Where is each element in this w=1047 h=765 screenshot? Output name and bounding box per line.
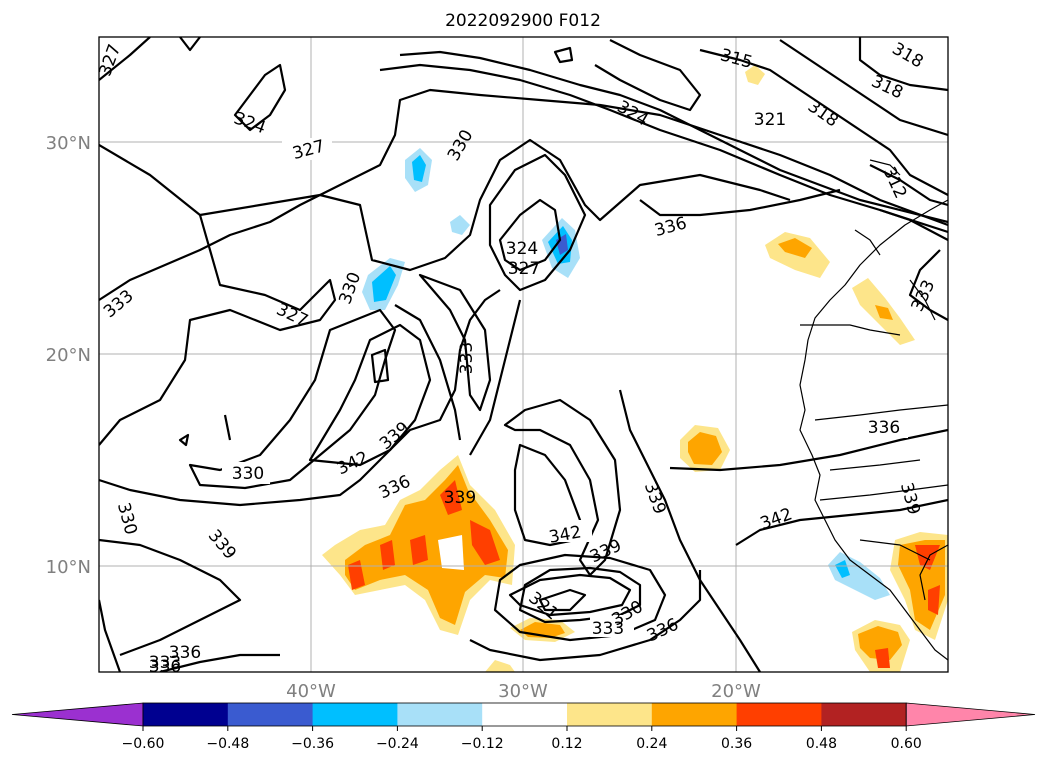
contour-label: 336 (868, 418, 900, 438)
lon-label: 20°W (711, 681, 761, 702)
colorbar-segment (312, 703, 398, 726)
colorbar-tick-label: 0.36 (721, 736, 752, 752)
colorbar-tick-label: −0.36 (291, 736, 334, 752)
map-frame (98, 36, 949, 673)
colorbar-tick-label: 0.12 (551, 736, 582, 752)
colorbar-segment (397, 703, 483, 726)
lat-label: 30°N (46, 133, 91, 154)
colorbar-extend-max (905, 702, 1036, 727)
colorbar-tick-label: 0.60 (891, 736, 922, 752)
map-title: 2022092900 F012 (445, 11, 601, 31)
contour-label: 339 (444, 488, 476, 508)
colorbar-extend-min (11, 702, 144, 727)
contour-label: 333 (149, 653, 181, 673)
colorbar-segment (567, 703, 653, 726)
lat-label: 20°N (46, 345, 91, 366)
contour-label: 333 (457, 342, 477, 374)
colorbar: −0.60 −0.48 −0.36 −0.24 −0.12 0.12 0.24 0.36 0.4… (11, 702, 1036, 752)
colorbar-segment (736, 703, 822, 726)
colorbar-tick-label: −0.24 (376, 736, 419, 752)
colorbar-segment (651, 703, 738, 726)
colorbar-segment (143, 703, 229, 726)
lon-label: 30°W (498, 681, 548, 702)
contour-lines (99, 37, 948, 672)
contour-label: 336 (149, 657, 181, 677)
colorbar-segment (227, 703, 314, 726)
map-plot-area: 327 324 327 330 333 327 330 330 333 339 … (99, 37, 948, 677)
contour-label: 324 (506, 239, 538, 259)
colorbar-tick-label: 0.48 (806, 736, 837, 752)
contour-label: 333 (592, 619, 624, 639)
contour-label: 321 (754, 110, 786, 130)
lon-label: 40°W (286, 681, 336, 702)
colorbar-tick-label: 0.24 (636, 736, 667, 752)
lon-axis-labels: 40°W 30°W 20°W (286, 681, 761, 702)
colorbar-tick-label: −0.12 (461, 736, 504, 752)
contour-label: 330 (232, 464, 264, 484)
contour-label: 327 (508, 259, 540, 279)
colorbar-tick-label: −0.60 (122, 736, 165, 752)
lat-axis-labels: 30°N 20°N 10°N (46, 133, 91, 578)
lat-label: 10°N (46, 557, 91, 578)
colorbar-segment (482, 703, 568, 726)
contour-label: 336 (169, 643, 201, 663)
colorbar-frame (142, 702, 907, 727)
coastline (799, 159, 948, 661)
colorbar-segment (821, 703, 907, 726)
colorbar-tick-label: −0.48 (206, 736, 249, 752)
